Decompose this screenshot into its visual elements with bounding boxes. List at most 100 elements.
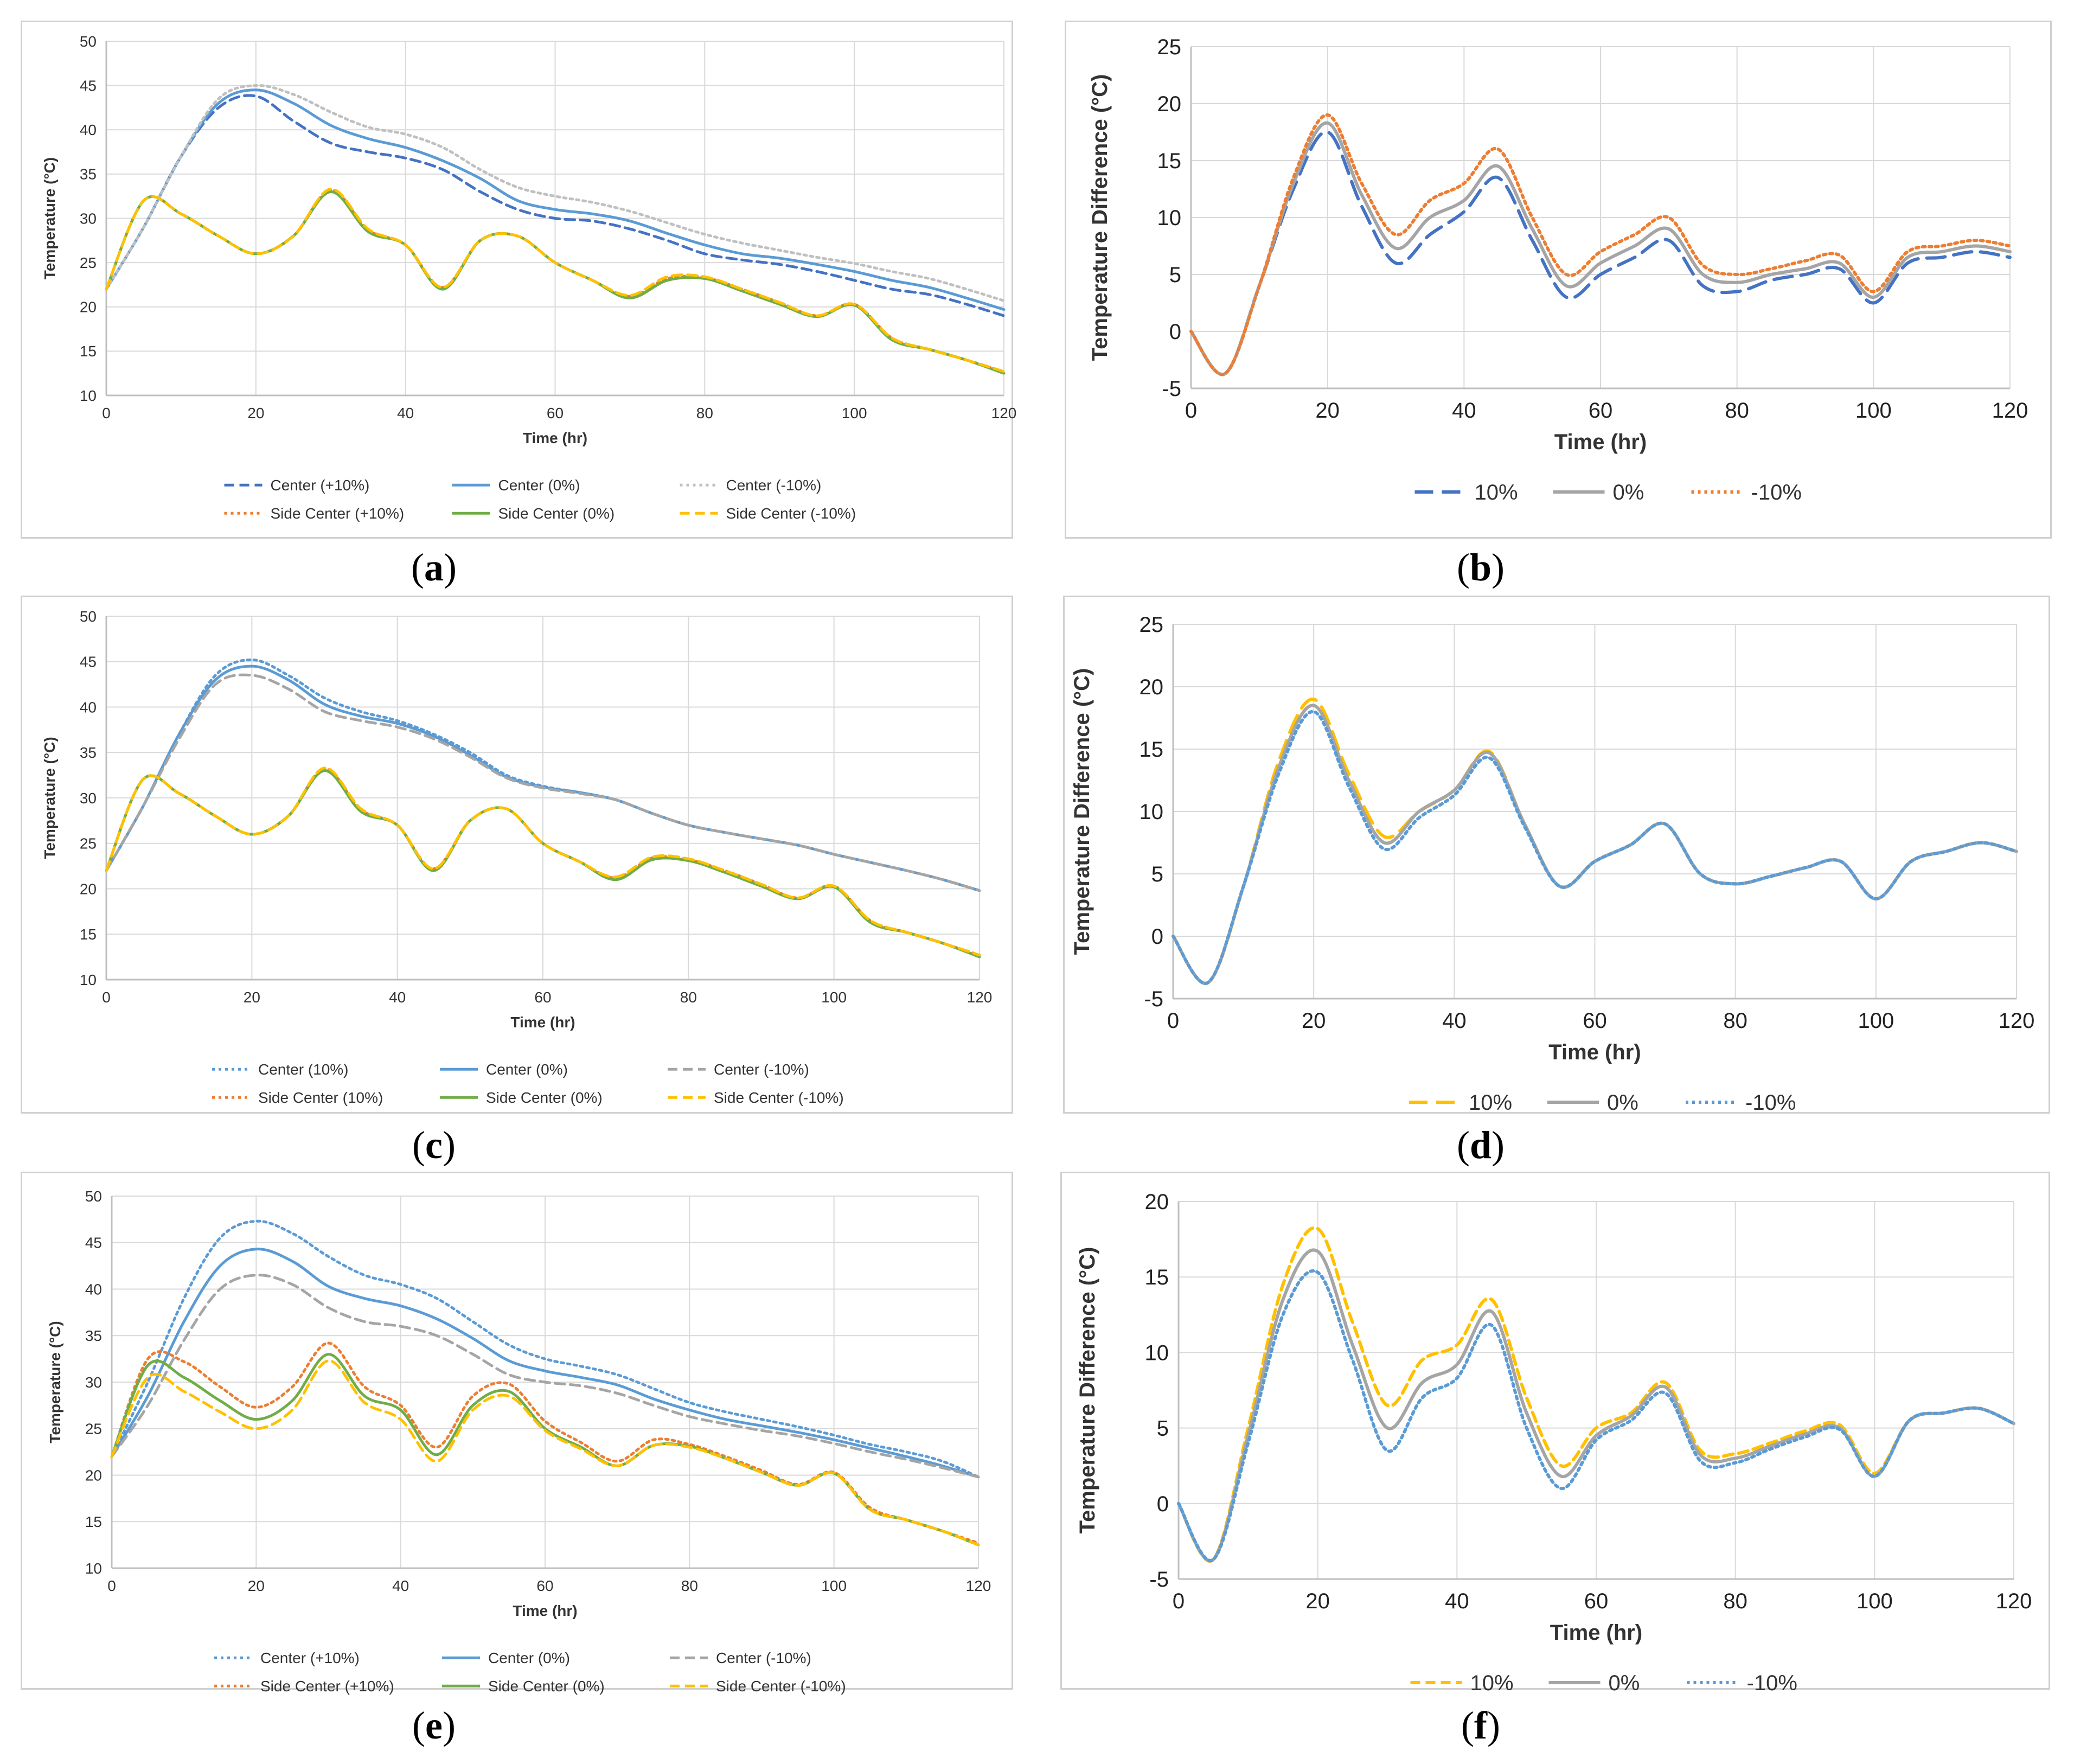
panel-label-d: (d) [1399, 1123, 1562, 1168]
legend-item-c_p: Center (10%) [212, 1061, 349, 1078]
y-axis-title: Temperature (°C) [41, 737, 58, 859]
paren-open: ( [412, 1123, 426, 1167]
chart-svg-c: 10 15 20 25 30 35 40 45 50 0 20 40 60 80 100 120 Time (h… [41, 608, 993, 1106]
panel-letter: d [1469, 1123, 1492, 1167]
y-tick-label: -5 [1162, 377, 1181, 401]
x-axis-title: Time (hr) [1548, 1040, 1641, 1064]
y-tick-label: 0 [1151, 925, 1163, 949]
legend-item-c_m: Center (-10%) [680, 477, 822, 494]
legend-label: Side Center (+10%) [260, 1678, 394, 1695]
x-tick-label: 100 [1857, 1589, 1893, 1613]
y-tick-label: 15 [1157, 149, 1182, 173]
y-tick-label: -5 [1144, 987, 1163, 1011]
y-axis-title: Temperature (°C) [41, 157, 58, 279]
x-tick-label: 120 [1996, 1589, 2032, 1613]
x-tick-label: 60 [547, 405, 564, 421]
series-line-d_m [1172, 710, 2018, 985]
y-tick-label: 15 [85, 1513, 102, 1530]
y-tick-label: 30 [80, 210, 97, 227]
legend-item-c_0: Center (0%) [440, 1061, 568, 1078]
panel-letter: a [424, 546, 444, 589]
x-axis-title: Time (hr) [523, 430, 587, 446]
x-tick-label: 100 [821, 989, 847, 1006]
x-tick-label: 0 [107, 1577, 116, 1594]
chart-svg-e: 10 15 20 25 30 35 40 45 50 0 20 40 60 80 100 120 Time (h… [47, 1188, 991, 1695]
y-tick-label: 35 [80, 166, 97, 183]
y-tick-label: 25 [85, 1421, 102, 1437]
chart-svg-a: 10 15 20 25 30 35 40 45 50 0 20 40 60 80 100 120 Time (h… [41, 33, 1016, 522]
x-tick-label: 20 [247, 405, 264, 421]
y-tick-label: 20 [1140, 675, 1164, 699]
legend-label: 10% [1469, 1091, 1512, 1115]
legend-item-s_p: Side Center (+10%) [224, 505, 405, 522]
x-axis-title: Time (hr) [513, 1602, 577, 1619]
y-tick-label: 20 [85, 1467, 102, 1484]
paren-open: ( [1456, 1123, 1470, 1167]
y-tick-label: 15 [1145, 1266, 1169, 1289]
legend-item-d_0: 0% [1547, 1091, 1638, 1115]
y-tick-label: 20 [80, 299, 97, 316]
legend-label: Side Center (0%) [498, 505, 615, 522]
y-tick-label: 40 [80, 122, 97, 138]
paren-open: ( [412, 1704, 426, 1747]
legend-label: 0% [1609, 1671, 1640, 1695]
y-tick-label: 25 [80, 835, 97, 852]
series-line-d_p [1189, 130, 2012, 376]
panel-label-b: (b) [1399, 545, 1562, 590]
legend-label: Center (0%) [488, 1650, 570, 1666]
legend-item-d_m: -10% [1691, 481, 1802, 504]
legend-label: Side Center (0%) [488, 1678, 605, 1695]
paren-close: ) [1492, 546, 1505, 589]
paren-close: ) [442, 1704, 456, 1747]
legend-label: Side Center (+10%) [271, 505, 405, 522]
y-tick-label: 5 [1151, 862, 1163, 886]
legend-label: Side Center (-10%) [714, 1089, 844, 1106]
legend-item-d_p: 10% [1409, 1091, 1512, 1115]
y-axis-title: Temperature Difference (°C) [1070, 668, 1094, 955]
legend-item-c_p: Center (+10%) [224, 477, 369, 494]
series-line-c_m [110, 1274, 980, 1479]
x-tick-label: 20 [1305, 1589, 1330, 1613]
y-tick-label: 10 [1145, 1341, 1169, 1365]
legend-label: Side Center (-10%) [726, 505, 856, 522]
x-tick-label: 40 [397, 405, 414, 421]
legend-label: Center (-10%) [714, 1061, 809, 1078]
legend-item-s_p: Side Center (10%) [212, 1089, 383, 1106]
legend-label: Center (-10%) [726, 477, 822, 494]
y-tick-label: 50 [80, 33, 97, 50]
series-line-c_p [105, 94, 1006, 317]
legend-label: Side Center (-10%) [716, 1678, 846, 1695]
panel-letter: c [425, 1123, 443, 1167]
x-tick-label: 40 [389, 989, 406, 1006]
legend-item-s_m: Side Center (-10%) [670, 1678, 846, 1695]
legend-label: Center (-10%) [716, 1650, 811, 1666]
y-axis-title: Temperature (°C) [47, 1321, 63, 1443]
y-tick-label: 45 [80, 77, 97, 94]
x-tick-label: 0 [1185, 399, 1197, 423]
x-tick-label: 120 [967, 989, 993, 1006]
x-tick-label: 60 [1589, 399, 1613, 423]
y-tick-label: 30 [85, 1374, 102, 1391]
paren-close: ) [1487, 1704, 1500, 1747]
x-tick-label: 40 [1452, 399, 1476, 423]
y-tick-label: 40 [85, 1281, 102, 1298]
y-tick-label: 25 [1157, 35, 1182, 59]
y-tick-label: 40 [80, 699, 97, 715]
x-tick-label: 80 [680, 989, 697, 1006]
x-tick-label: 100 [1858, 1009, 1894, 1033]
panel-label-c: (c) [353, 1123, 515, 1168]
x-tick-label: 60 [536, 1577, 553, 1594]
y-tick-label: 0 [1169, 320, 1181, 344]
series-line-c_0 [105, 88, 1006, 311]
legend-label: Center (0%) [498, 477, 580, 494]
x-tick-label: 100 [1855, 399, 1892, 423]
legend-item-s_0: Side Center (0%) [440, 1089, 603, 1106]
y-tick-label: -5 [1149, 1568, 1169, 1592]
y-tick-label: 25 [1140, 613, 1164, 637]
y-tick-label: 0 [1157, 1492, 1169, 1516]
legend-item-s_p: Side Center (+10%) [214, 1678, 394, 1695]
x-axis-title: Time (hr) [1554, 430, 1647, 454]
paren-close: ) [444, 546, 457, 589]
x-tick-label: 0 [102, 405, 111, 421]
legend-item-d_0: 0% [1553, 481, 1644, 504]
